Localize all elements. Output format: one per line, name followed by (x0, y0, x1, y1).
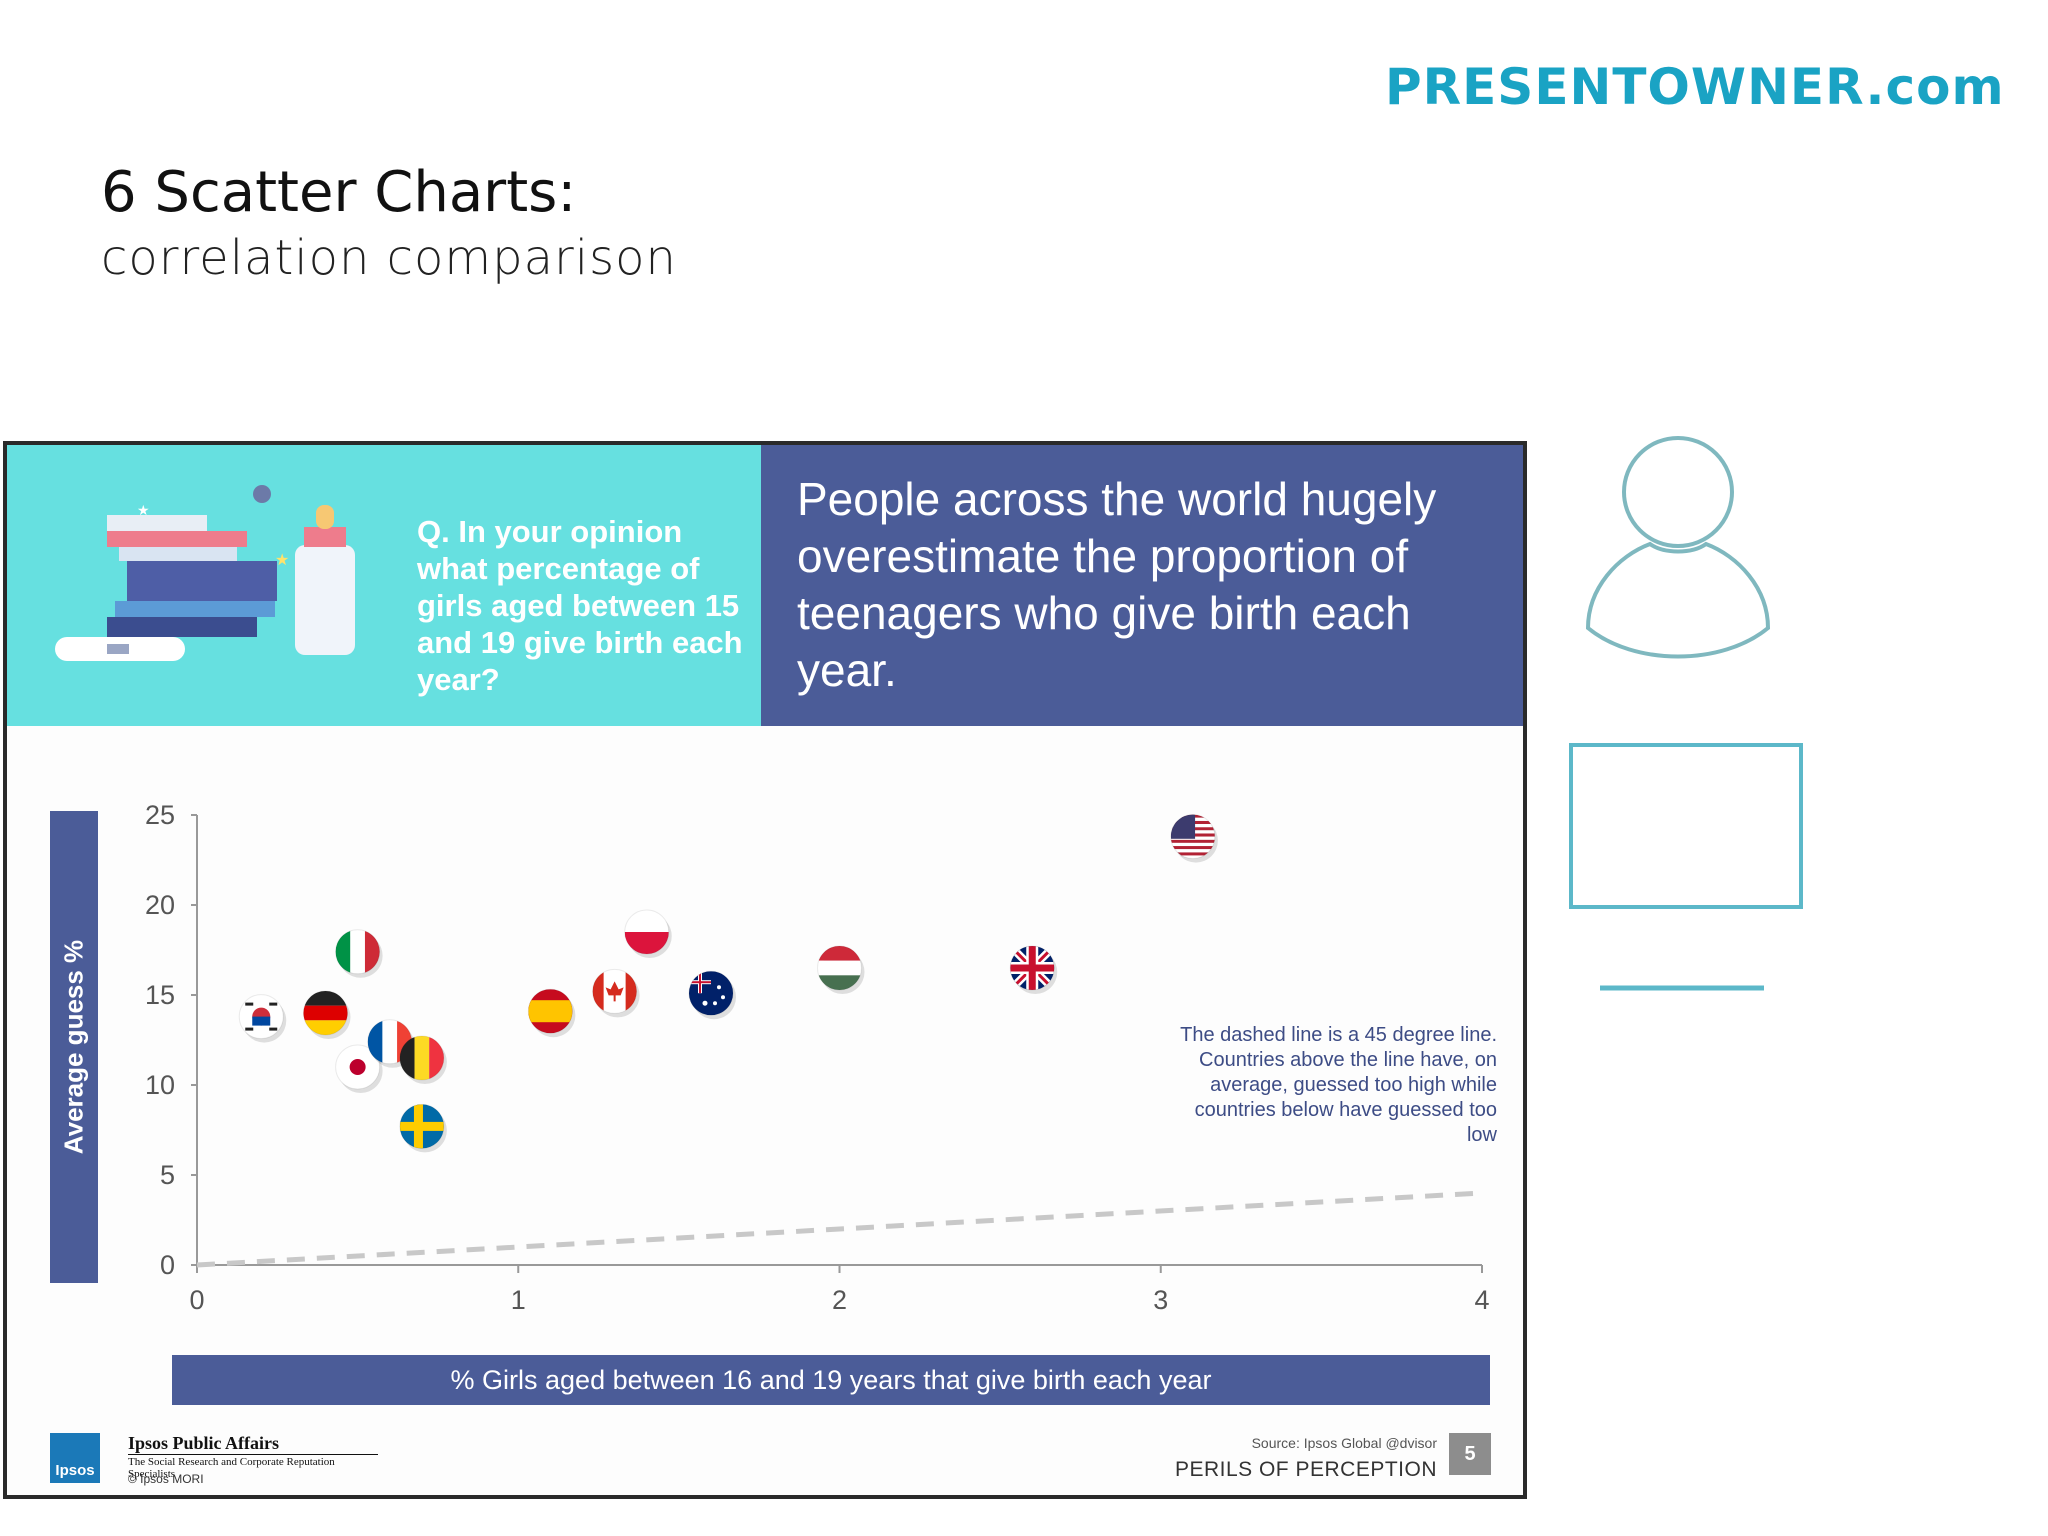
data-point-sweden (399, 1103, 447, 1153)
y-tick-label: 25 (145, 800, 175, 830)
data-point-poland (624, 909, 672, 958)
page-title: 6 Scatter Charts: (101, 160, 577, 225)
headline-banner: People across the world hugely overestim… (761, 445, 1523, 726)
x-tick-label: 1 (511, 1285, 526, 1315)
page-subtitle: correlation comparison (101, 230, 677, 286)
data-point-japan (335, 1044, 383, 1093)
brand-logo-text[interactable]: PRESENTOWNER.com (1385, 58, 2005, 116)
books-illustration (107, 515, 277, 637)
data-point-germany (303, 990, 351, 1039)
x-tick-label: 0 (189, 1285, 204, 1315)
data-point-usa (1170, 814, 1218, 863)
scatter-chart: 0 1 2 3 4 0 5 10 15 20 25 (145, 800, 1490, 1315)
baby-figure (253, 485, 271, 503)
data-point-spain (527, 988, 576, 1038)
y-tick-label: 20 (145, 890, 175, 920)
x-tick-label: 4 (1474, 1285, 1489, 1315)
reference-line (196, 1190, 1483, 1268)
y-tick-label: 5 (160, 1160, 175, 1190)
baby-bottle-illustration (295, 505, 355, 655)
user-icon (1585, 436, 1771, 659)
series-title: PERILS OF PERCEPTION (1174, 1458, 1437, 1481)
x-tick-label: 2 (832, 1285, 847, 1315)
y-tick-label: 10 (145, 1070, 175, 1100)
headline-text: People across the world hugely overestim… (797, 473, 1437, 696)
x-tick-label: 3 (1153, 1285, 1168, 1315)
data-point-italy (335, 929, 383, 978)
y-tick-label: 0 (160, 1250, 175, 1280)
question-banner: ★ ★ Q. In your opinion what percentage o… (7, 445, 761, 726)
x-axis-label: % Girls aged between 16 and 19 years tha… (172, 1355, 1490, 1405)
data-point-australia (688, 970, 736, 1020)
pregnancy-test-illustration (55, 637, 185, 661)
data-point-great-britain (1009, 945, 1058, 994)
empty-frame (1569, 743, 1803, 909)
data-point-belgium (399, 1035, 447, 1084)
data-point-hungary (817, 945, 865, 994)
svg-text:★: ★ (275, 552, 289, 569)
y-tick-label: 15 (145, 980, 175, 1010)
illustration: ★ ★ (55, 485, 355, 661)
copyright: © Ipsos MORI (128, 1472, 204, 1486)
org-tagline: The Social Research and Corporate Reputa… (128, 1454, 378, 1480)
ipsos-logo-text: Ipsos (55, 1462, 95, 1479)
data-point-canada (592, 968, 640, 1018)
chart-annotation: The dashed line is a 45 degree line. Cou… (1180, 1024, 1497, 1146)
sidebar-icons (1569, 436, 1803, 991)
org-name: Ipsos Public Affairs (128, 1433, 280, 1453)
data-point-south-korea (238, 994, 287, 1043)
svg-text:★: ★ (137, 502, 150, 518)
ipsos-logo: Ipsos (50, 1433, 100, 1483)
question-text: Q. In your opinion what percentage of gi… (417, 514, 743, 697)
page-number: 5 (1449, 1433, 1491, 1475)
slide-image: ★ ★ Q. In your opinion what percentage o… (3, 441, 1527, 1499)
y-axis-label-box: Average guess % (50, 811, 98, 1283)
source-note: Source: Ipsos Global @dvisor (1251, 1435, 1437, 1451)
